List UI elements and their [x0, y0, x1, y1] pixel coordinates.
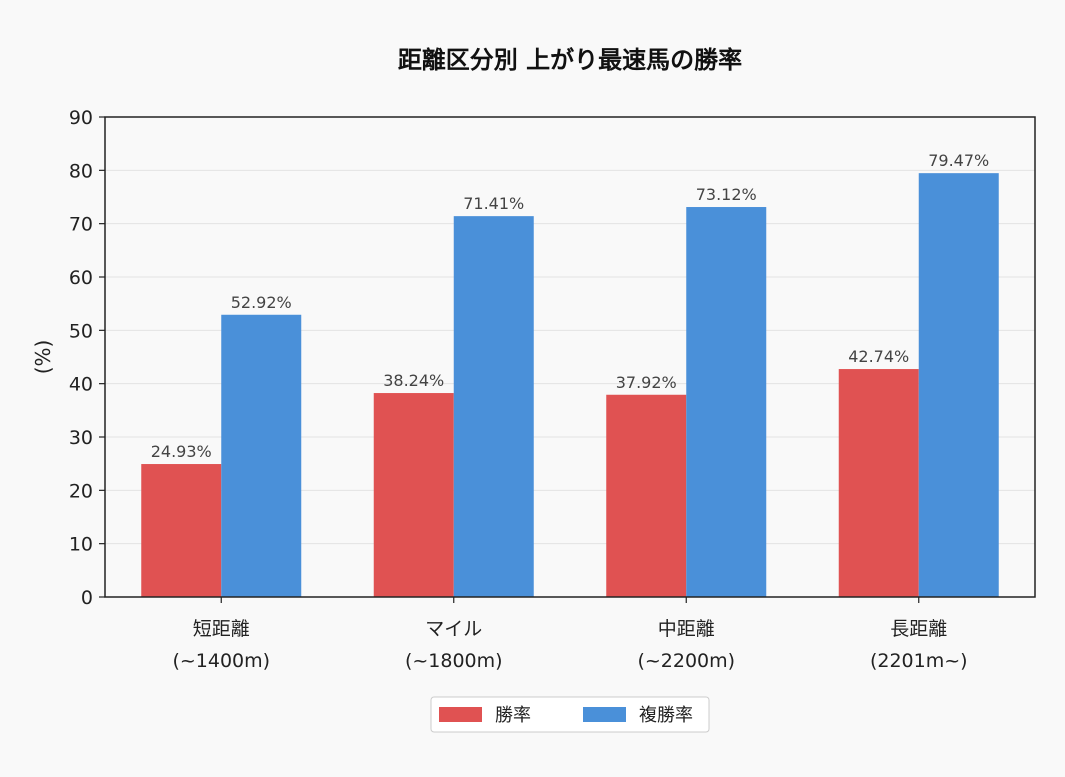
y-axis-label: (%): [31, 340, 55, 375]
data-labels: 24.93% 52.92% 38.24% 71.41% 37.92% 73.12% 42.7…: [151, 151, 990, 461]
bar-value-label: 37.92%: [616, 373, 677, 392]
bars: [141, 173, 999, 597]
bar-win-rate: [141, 464, 222, 597]
bar-win-rate: [838, 369, 919, 597]
bar-value-label: 38.24%: [383, 371, 444, 390]
bar-value-label: 42.74%: [848, 347, 909, 366]
bar-value-label: 71.41%: [463, 194, 524, 213]
bar-win-rate: [373, 393, 454, 597]
bar-value-label: 24.93%: [151, 442, 212, 461]
chart-title: 距離区分別 上がり最速馬の勝率: [398, 46, 742, 74]
x-category-label: 中距離: [658, 618, 715, 640]
legend-swatch: [583, 707, 626, 722]
y-tick-label: 80: [69, 160, 93, 182]
x-axis-categories: 短距離 (~1400m) マイル (~1800m) 中距離 (~2200m) 長距離 (220…: [172, 597, 968, 672]
bar-win-rate: [606, 394, 687, 597]
y-tick-label: 10: [69, 534, 93, 556]
y-tick-label: 60: [69, 267, 93, 289]
x-category-label: (2201m~): [870, 650, 968, 672]
y-tick-label: 90: [69, 107, 93, 129]
x-category-label: 長距離: [890, 618, 947, 640]
legend-entry-label: 勝率: [495, 705, 531, 726]
bar-place-rate: [686, 207, 767, 597]
bar-place-rate: [221, 314, 302, 597]
x-category-label: (~1400m): [172, 650, 270, 672]
bar-value-label: 73.12%: [696, 185, 757, 204]
bar-value-label: 52.92%: [231, 293, 292, 312]
y-tick-label: 70: [69, 214, 93, 236]
legend-box: [430, 696, 710, 733]
x-category-label: 短距離: [193, 618, 250, 640]
legend-swatch: [439, 707, 482, 722]
x-category-label: (~1800m): [405, 650, 503, 672]
bar-value-label: 79.47%: [928, 151, 989, 170]
legend: 勝率 複勝率: [430, 696, 710, 733]
y-tick-label: 0: [81, 587, 93, 609]
bar-place-rate: [453, 216, 534, 597]
y-tick-label: 50: [69, 320, 93, 342]
y-tick-label: 40: [69, 374, 93, 396]
y-tick-label: 30: [69, 427, 93, 449]
plot-area-frame: [104, 116, 1036, 598]
bar-place-rate: [918, 173, 999, 597]
x-category-label: マイル: [425, 618, 482, 640]
x-category-label: (~2200m): [637, 650, 735, 672]
y-axis-ticks: 0 10 20 30 40 50 60 70 80 90: [69, 107, 105, 609]
legend-entry-label: 複勝率: [639, 705, 693, 726]
y-tick-label: 20: [69, 480, 93, 502]
